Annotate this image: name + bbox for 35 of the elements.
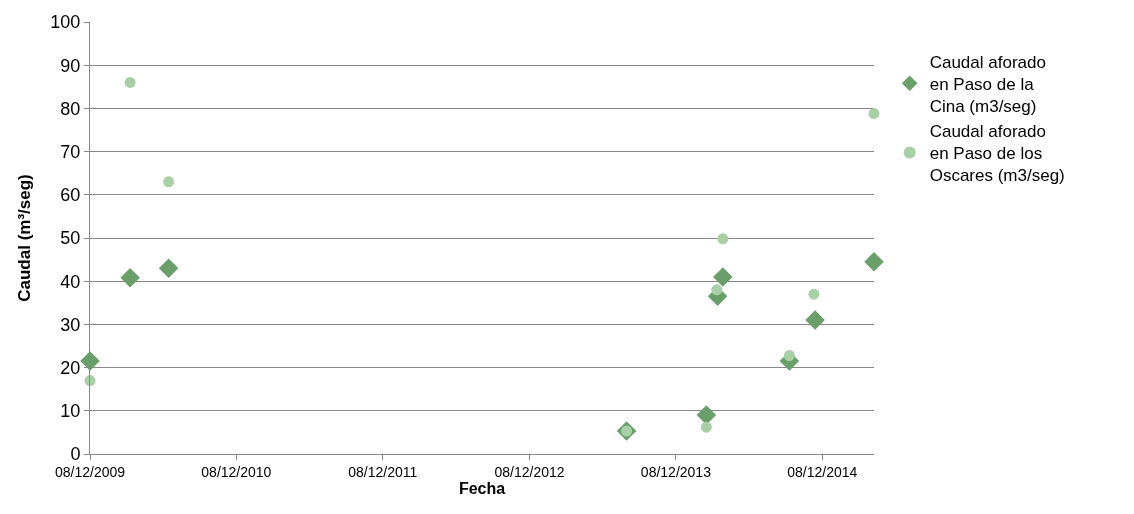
point <box>124 76 136 88</box>
point <box>120 267 140 288</box>
y-tick-label: 30 <box>60 314 81 335</box>
y-tick-label: 80 <box>60 98 81 119</box>
y-tick-label: 100 <box>50 12 81 33</box>
point <box>864 252 884 272</box>
x-tick-label: 08/12/2013 <box>640 463 712 480</box>
y-tick-label: 50 <box>60 228 81 249</box>
legend-label: Caudal aforado en Paso de la Cina (m3/seg) <box>929 52 1046 116</box>
point <box>808 288 820 300</box>
point <box>158 258 179 278</box>
x-tick-label: 08/12/2011 <box>348 463 418 480</box>
point <box>805 310 825 330</box>
y-tick-label: 90 <box>60 55 81 76</box>
x-axis-title: Fecha <box>458 479 506 497</box>
legend-label: Caudal aforado en Paso de los Oscares (m3/seg) <box>929 122 1065 186</box>
point <box>713 267 733 287</box>
y-tick-label: 0 <box>70 444 81 465</box>
point <box>868 108 880 120</box>
y-tick-label: 70 <box>60 141 81 162</box>
point <box>696 405 717 425</box>
x-tick-label: 08/12/2012 <box>494 463 565 480</box>
x-tick-label: 08/12/2010 <box>201 463 272 480</box>
y-tick-label: 40 <box>60 271 81 292</box>
point <box>711 284 723 296</box>
y-tick-label: 60 <box>60 185 81 206</box>
point <box>163 176 175 188</box>
y-tick-label: 20 <box>60 357 81 378</box>
point <box>783 350 795 361</box>
point <box>717 233 729 245</box>
point <box>700 421 712 433</box>
x-tick-label: 08/12/2009 <box>54 463 126 480</box>
x-tick-label: 08/12/2014 <box>787 463 858 480</box>
y-tick-label: 10 <box>60 401 81 422</box>
y-axis-title: Caudal (m³/seg) <box>14 174 34 302</box>
